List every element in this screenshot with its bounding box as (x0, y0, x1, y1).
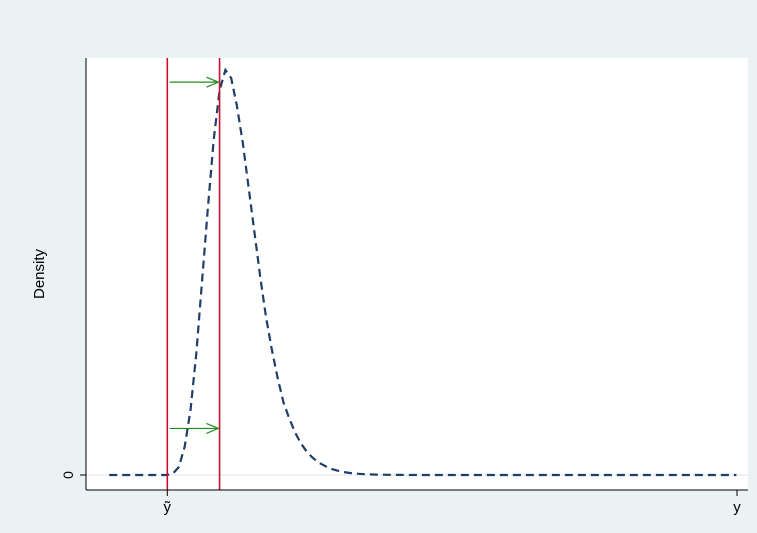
density-curve (109, 67, 737, 477)
x-tick-label: ỹ (164, 499, 172, 516)
shift-arrow (169, 422, 220, 434)
axis-ticks: 0ỹ (60, 471, 738, 516)
arrow-head (206, 76, 220, 88)
density-series-line (109, 67, 737, 477)
shift-arrows (169, 76, 220, 434)
y-tick-label: 0 (60, 471, 76, 479)
y-axis-label: Density (31, 248, 48, 299)
shift-arrow (169, 76, 220, 88)
vertical-markers (166, 58, 221, 490)
x-axis-label: y (733, 499, 741, 516)
plot-area (86, 58, 748, 490)
arrow-head (206, 422, 220, 434)
